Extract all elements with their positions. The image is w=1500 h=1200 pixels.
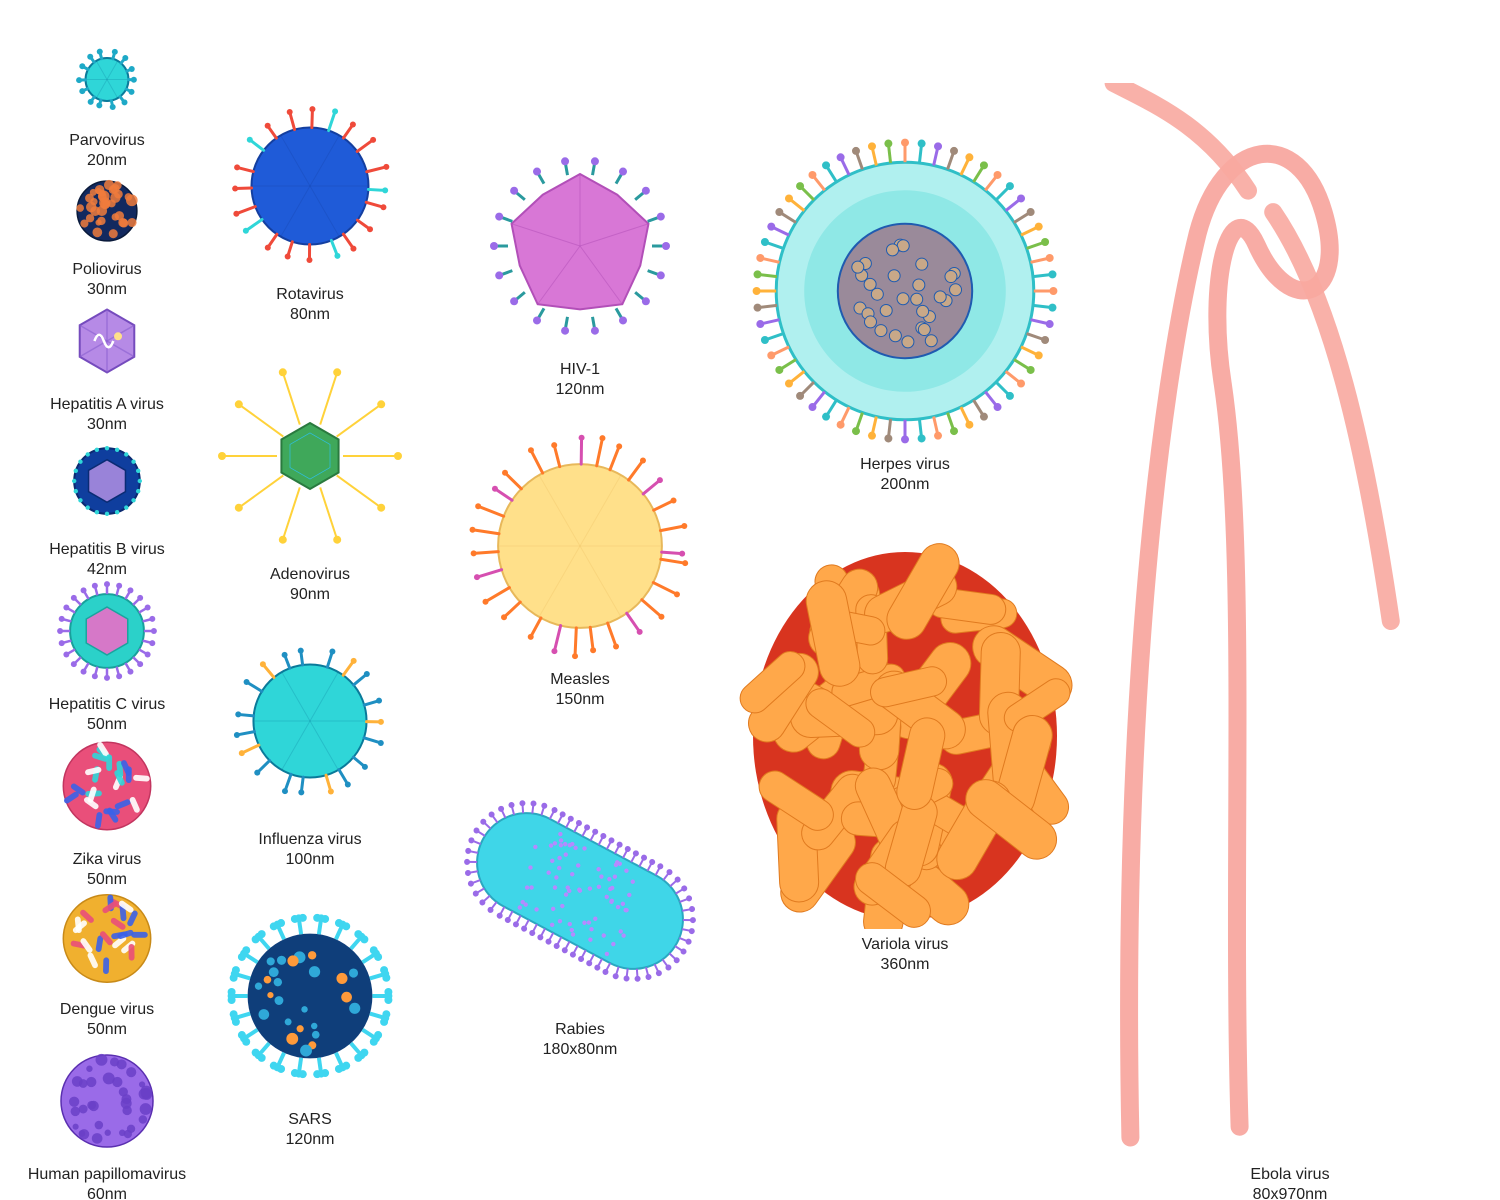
virus-size-influenza: 100nm	[258, 850, 361, 870]
virus-graphic-herpes	[735, 133, 1075, 449]
virus-size-herpes: 200nm	[860, 475, 950, 495]
virus-graphic-measles	[435, 428, 725, 664]
virus-label-dengue: Dengue virus50nm	[60, 1000, 154, 1040]
virus-size-rotavirus: 80nm	[276, 305, 344, 325]
virus-parvovirus: Parvovirus20nm	[42, 36, 172, 171]
virus-name-parvovirus: Parvovirus	[69, 131, 145, 151]
virus-graphic-hepC	[27, 573, 187, 689]
virus-size-measles: 150nm	[550, 690, 610, 710]
virus-graphic-variola	[710, 543, 1100, 929]
virus-name-rotavirus: Rotavirus	[276, 285, 344, 305]
virus-name-rabies: Rabies	[543, 1020, 618, 1040]
virus-herpes: Herpes virus200nm	[735, 135, 1075, 495]
virus-label-adenovirus: Adenovirus90nm	[270, 565, 350, 605]
virus-label-ebola: Ebola virus80x970nm	[1250, 1165, 1329, 1200]
virus-adenovirus: Adenovirus90nm	[200, 355, 420, 605]
virus-graphic-dengue	[32, 883, 182, 994]
virus-graphic-ebola	[1080, 83, 1500, 1159]
virus-label-sars: SARS120nm	[286, 1110, 335, 1150]
virus-hiv: HIV-1120nm	[450, 140, 710, 400]
virus-name-variola: Variola virus	[862, 935, 949, 955]
virus-dengue: Dengue virus50nm	[32, 885, 182, 1040]
virus-graphic-poliovirus	[42, 168, 172, 254]
virus-label-influenza: Influenza virus100nm	[258, 830, 361, 870]
virus-graphic-influenza	[210, 618, 410, 824]
virus-size-rabies: 180x80nm	[543, 1040, 618, 1060]
virus-hpv: Human papillomavirus60nm	[14, 1045, 200, 1200]
virus-size-hpv: 60nm	[28, 1185, 186, 1200]
virus-hepC: Hepatitis C virus50nm	[27, 575, 187, 735]
virus-name-adenovirus: Adenovirus	[270, 565, 350, 585]
virus-label-hiv: HIV-1120nm	[556, 360, 605, 400]
virus-zika: Zika virus50nm	[32, 730, 182, 890]
virus-name-ebola: Ebola virus	[1250, 1165, 1329, 1185]
virus-name-hepA: Hepatitis A virus	[50, 395, 164, 415]
virus-label-parvovirus: Parvovirus20nm	[69, 131, 145, 171]
virus-name-poliovirus: Poliovirus	[72, 260, 141, 280]
virus-measles: Measles150nm	[435, 430, 725, 710]
virus-size-dengue: 50nm	[60, 1020, 154, 1040]
virus-label-rabies: Rabies180x80nm	[543, 1020, 618, 1060]
virus-graphic-rabies	[445, 768, 715, 1014]
virus-label-herpes: Herpes virus200nm	[860, 455, 950, 495]
virus-graphic-hiv	[450, 138, 710, 354]
virus-name-sars: SARS	[286, 1110, 335, 1130]
virus-name-hepB: Hepatitis B virus	[49, 540, 165, 560]
virus-name-herpes: Herpes virus	[860, 455, 950, 475]
virus-graphic-rotavirus	[210, 93, 410, 279]
virus-hepA: Hepatitis A virus30nm	[27, 295, 187, 435]
virus-graphic-zika	[32, 728, 182, 844]
virus-rotavirus: Rotavirus80nm	[210, 95, 410, 325]
virus-name-dengue: Dengue virus	[60, 1000, 154, 1020]
virus-name-influenza: Influenza virus	[258, 830, 361, 850]
virus-name-hpv: Human papillomavirus	[28, 1165, 186, 1185]
virus-influenza: Influenza virus100nm	[210, 620, 410, 870]
virus-size-ebola: 80x970nm	[1250, 1185, 1329, 1200]
virus-size-adenovirus: 90nm	[270, 585, 350, 605]
virus-graphic-hpv	[14, 1043, 200, 1159]
virus-name-hepC: Hepatitis C virus	[49, 695, 165, 715]
virus-name-hiv: HIV-1	[556, 360, 605, 380]
virus-graphic-parvovirus	[42, 34, 172, 125]
virus-name-zika: Zika virus	[73, 850, 141, 870]
virus-hepB: Hepatitis B virus42nm	[27, 430, 187, 580]
virus-sars: SARS120nm	[200, 890, 420, 1150]
virus-label-variola: Variola virus360nm	[862, 935, 949, 975]
virus-size-infographic: Parvovirus20nmPoliovirus30nmHepatitis A …	[0, 0, 1500, 1200]
virus-ebola: Ebola virus80x970nm	[1080, 85, 1500, 1200]
virus-name-measles: Measles	[550, 670, 610, 690]
virus-graphic-sars	[200, 888, 420, 1104]
virus-graphic-hepB	[27, 428, 187, 534]
virus-label-hpv: Human papillomavirus60nm	[28, 1165, 186, 1200]
virus-rabies: Rabies180x80nm	[445, 770, 715, 1060]
virus-graphic-adenovirus	[200, 353, 420, 559]
virus-label-measles: Measles150nm	[550, 670, 610, 710]
virus-size-variola: 360nm	[862, 955, 949, 975]
virus-size-hiv: 120nm	[556, 380, 605, 400]
virus-size-sars: 120nm	[286, 1130, 335, 1150]
virus-variola: Variola virus360nm	[710, 545, 1100, 975]
virus-graphic-hepA	[27, 293, 187, 389]
virus-poliovirus: Poliovirus30nm	[42, 170, 172, 300]
virus-label-rotavirus: Rotavirus80nm	[276, 285, 344, 325]
